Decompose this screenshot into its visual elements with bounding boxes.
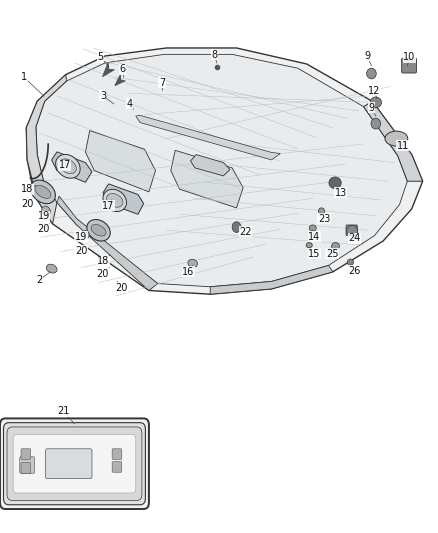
Ellipse shape bbox=[385, 131, 408, 146]
Ellipse shape bbox=[87, 220, 110, 241]
Ellipse shape bbox=[81, 231, 89, 238]
Polygon shape bbox=[26, 48, 423, 294]
Ellipse shape bbox=[367, 68, 376, 79]
Text: 23: 23 bbox=[318, 214, 330, 223]
Polygon shape bbox=[364, 101, 423, 181]
Text: 9: 9 bbox=[368, 103, 374, 112]
Text: 1: 1 bbox=[21, 72, 27, 82]
Text: 12: 12 bbox=[368, 86, 381, 95]
Text: 18: 18 bbox=[97, 256, 109, 266]
Ellipse shape bbox=[332, 243, 339, 250]
Text: 11: 11 bbox=[397, 141, 409, 150]
Text: 13: 13 bbox=[335, 188, 347, 198]
Text: 19: 19 bbox=[38, 212, 50, 221]
Text: 2: 2 bbox=[36, 275, 42, 285]
Ellipse shape bbox=[56, 155, 80, 178]
Text: 20: 20 bbox=[21, 199, 33, 208]
Polygon shape bbox=[52, 152, 92, 182]
FancyBboxPatch shape bbox=[402, 58, 417, 73]
Text: 16: 16 bbox=[182, 267, 194, 277]
Ellipse shape bbox=[309, 225, 316, 231]
Ellipse shape bbox=[306, 243, 312, 248]
FancyBboxPatch shape bbox=[346, 225, 357, 236]
Text: 3: 3 bbox=[100, 91, 106, 101]
Ellipse shape bbox=[188, 259, 198, 268]
Text: 19: 19 bbox=[75, 232, 87, 241]
Ellipse shape bbox=[42, 206, 50, 215]
Ellipse shape bbox=[347, 225, 358, 236]
Polygon shape bbox=[36, 54, 407, 287]
Text: 24: 24 bbox=[349, 233, 361, 243]
Polygon shape bbox=[57, 196, 158, 290]
Ellipse shape bbox=[371, 118, 381, 129]
Polygon shape bbox=[115, 74, 125, 86]
Text: 18: 18 bbox=[21, 184, 33, 194]
Text: 20: 20 bbox=[38, 224, 50, 234]
Polygon shape bbox=[191, 155, 230, 176]
Ellipse shape bbox=[31, 180, 55, 204]
Ellipse shape bbox=[60, 159, 76, 174]
Text: 17: 17 bbox=[59, 160, 71, 170]
FancyBboxPatch shape bbox=[21, 449, 31, 459]
Text: 17: 17 bbox=[102, 201, 115, 211]
Ellipse shape bbox=[329, 177, 341, 189]
FancyBboxPatch shape bbox=[20, 457, 35, 473]
Polygon shape bbox=[171, 150, 243, 208]
Text: 22: 22 bbox=[239, 227, 251, 237]
Ellipse shape bbox=[46, 264, 57, 273]
Text: 25: 25 bbox=[326, 249, 338, 259]
Text: 10: 10 bbox=[403, 52, 416, 62]
FancyBboxPatch shape bbox=[112, 462, 122, 472]
Text: 14: 14 bbox=[308, 232, 321, 241]
Ellipse shape bbox=[103, 189, 127, 212]
Text: 6: 6 bbox=[120, 64, 126, 74]
Ellipse shape bbox=[318, 208, 325, 214]
Text: 5: 5 bbox=[98, 52, 104, 62]
Ellipse shape bbox=[347, 259, 353, 265]
Text: 8: 8 bbox=[212, 50, 218, 60]
Polygon shape bbox=[210, 265, 333, 294]
FancyBboxPatch shape bbox=[112, 449, 122, 459]
Text: 20: 20 bbox=[97, 269, 109, 279]
FancyBboxPatch shape bbox=[46, 449, 92, 479]
Text: 20: 20 bbox=[75, 246, 87, 255]
FancyBboxPatch shape bbox=[21, 463, 31, 473]
Polygon shape bbox=[103, 184, 144, 214]
FancyBboxPatch shape bbox=[4, 423, 145, 505]
FancyBboxPatch shape bbox=[13, 434, 136, 493]
Text: 21: 21 bbox=[57, 407, 70, 416]
Ellipse shape bbox=[370, 97, 381, 108]
Text: 26: 26 bbox=[349, 266, 361, 276]
Text: 4: 4 bbox=[126, 99, 132, 109]
Ellipse shape bbox=[35, 185, 51, 198]
Polygon shape bbox=[136, 115, 280, 160]
Ellipse shape bbox=[106, 193, 123, 207]
Text: 7: 7 bbox=[159, 78, 165, 87]
Text: 15: 15 bbox=[308, 249, 321, 259]
Polygon shape bbox=[26, 75, 67, 224]
Ellipse shape bbox=[232, 222, 241, 232]
FancyBboxPatch shape bbox=[0, 418, 149, 509]
Polygon shape bbox=[102, 62, 114, 77]
Ellipse shape bbox=[91, 224, 106, 236]
Text: 9: 9 bbox=[364, 51, 370, 61]
FancyBboxPatch shape bbox=[7, 427, 142, 500]
Text: 20: 20 bbox=[116, 283, 128, 293]
Polygon shape bbox=[85, 131, 155, 192]
